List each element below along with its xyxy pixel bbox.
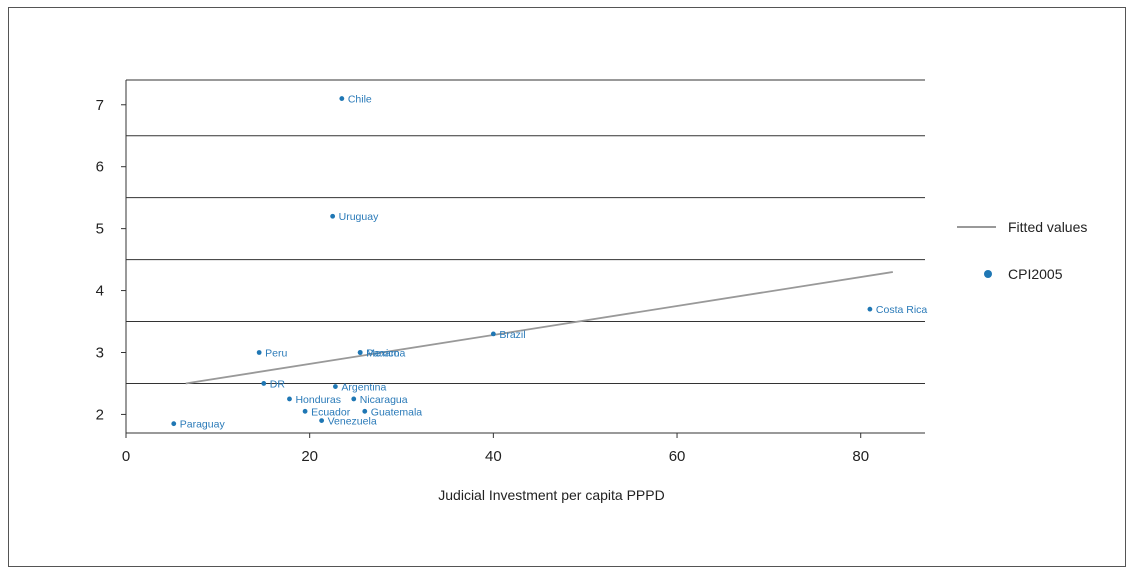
scatter-chart: 2 3 4 5 6 7 0 20 40 60 80 Chile Uruguay Costa Rica Br…	[96, 79, 1087, 503]
point-label: Honduras	[295, 394, 341, 406]
legend-points-label: CPI2005	[1008, 266, 1063, 282]
point-marker	[330, 213, 336, 219]
y-tick-label: 3	[96, 344, 104, 361]
y-tick-label: 6	[96, 159, 104, 176]
point-label: Venezuela	[328, 416, 377, 428]
point-marker	[261, 381, 267, 386]
point-marker	[332, 384, 338, 389]
y-tick-label: 2	[96, 406, 104, 423]
gridlines	[126, 79, 925, 384]
point-label: Uruguay	[339, 211, 379, 223]
point-label: Nicaragua	[360, 394, 408, 406]
point-label: Brazil	[499, 329, 525, 341]
point-marker	[351, 396, 357, 402]
legend-point-swatch	[984, 270, 992, 278]
axes: 2 3 4 5 6 7 0 20 40 60 80	[96, 80, 925, 465]
x-tick-label: 20	[301, 448, 318, 465]
points-layer: Chile Uruguay Costa Rica Brazil Peru PanamaMe…	[171, 94, 927, 431]
point-marker	[339, 96, 345, 101]
point-label: Argentina	[341, 382, 386, 394]
point-label: Guatemala	[371, 406, 423, 418]
point-marker	[867, 306, 873, 312]
point-marker	[490, 331, 496, 337]
point-label: Panama	[366, 347, 405, 359]
point-label: Paraguay	[180, 419, 226, 431]
point-marker	[302, 408, 308, 414]
x-tick-label: 40	[485, 448, 502, 465]
fitted-line-layer	[185, 271, 893, 385]
y-tick-label: 5	[96, 221, 104, 238]
x-tick-label: 0	[122, 448, 130, 465]
legend: Fitted values CPI2005	[957, 219, 1087, 282]
point-marker	[287, 396, 292, 402]
point-label: Chile	[348, 94, 372, 106]
point-label: Costa Rica	[876, 304, 928, 316]
x-axis-title: Judicial Investment per capita PPPD	[438, 487, 664, 503]
point-marker	[256, 350, 262, 355]
point-marker	[357, 350, 363, 355]
point-label: Mexico	[366, 347, 399, 359]
legend-fitted-label: Fitted values	[1008, 219, 1087, 235]
y-tick-label: 4	[96, 283, 104, 300]
point-label: Peru	[265, 347, 287, 359]
point-marker	[362, 408, 368, 414]
fitted-line	[185, 271, 893, 385]
point-label: Ecuador	[311, 406, 351, 418]
x-tick-label: 60	[669, 448, 686, 465]
point-marker	[319, 418, 325, 424]
point-label: DR	[270, 378, 286, 390]
point-marker	[171, 421, 177, 427]
x-tick-label: 80	[852, 448, 869, 465]
y-tick-label: 7	[96, 97, 104, 114]
